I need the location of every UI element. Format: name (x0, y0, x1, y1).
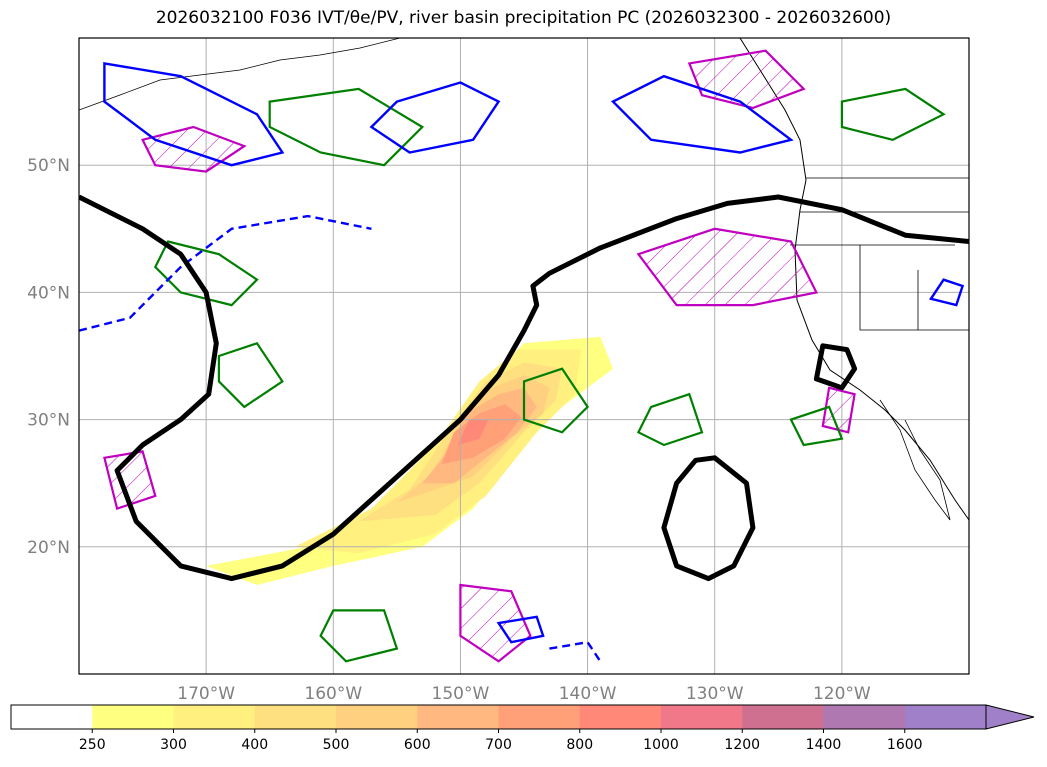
precip-hatch-4 (103, 450, 157, 511)
baja-coast (879, 399, 951, 521)
theta-e-west-1 (153, 240, 259, 307)
ivt-line-south (496, 615, 545, 644)
pv-west-trough (79, 194, 969, 582)
lon-tick-label: 160°W (304, 684, 362, 704)
colorbar-label: 1600 (887, 737, 923, 753)
colorbar-label: 1200 (724, 737, 760, 753)
lon-tick-label: 120°W (813, 684, 871, 704)
state-borders (790, 177, 969, 331)
colorbar-segment (11, 705, 93, 729)
coastline-alaska (79, 38, 401, 111)
colorbar-label: 1000 (643, 737, 679, 753)
lon-tick-label: 140°W (559, 684, 617, 704)
theta-e-north (268, 87, 425, 167)
ivt-plume-800 (457, 419, 489, 445)
chart-title: 2026032100 F036 IVT/θe/PV, river basin p… (155, 8, 892, 28)
colorbar-segment (823, 705, 906, 729)
colorbar-segment (173, 705, 256, 729)
ivt-line-east (928, 278, 965, 307)
lon-tick-label: 130°W (686, 684, 744, 704)
precip-hatch-6 (821, 386, 856, 434)
colorbar-label: 800 (566, 737, 593, 753)
colorbar-label: 300 (160, 737, 187, 753)
colorbar-segment (92, 705, 174, 729)
lat-tick-label: 50°N (27, 156, 70, 176)
colorbar-segment (904, 705, 987, 729)
pv-coastal-low (813, 343, 858, 391)
lon-tick-label: 170°W (177, 684, 235, 704)
lat-tick-label: 20°N (27, 538, 70, 558)
pv-cutoff-low (661, 455, 756, 582)
colorbar-segment (661, 705, 743, 729)
theta-e-south (319, 609, 399, 663)
colorbar-label: 700 (485, 737, 512, 753)
colorbar-label: 600 (404, 737, 431, 753)
ivt-line-ne (610, 74, 794, 154)
ivt-dashed-west (79, 214, 372, 332)
ivt-line-nw (103, 61, 285, 167)
ivt-line-north (369, 81, 501, 154)
colorbar-label: 400 (241, 737, 268, 753)
colorbar-segment (498, 705, 581, 729)
lat-tick-label: 30°N (27, 411, 70, 431)
colorbar-segment (742, 705, 824, 729)
theta-e-ne (840, 87, 946, 141)
colorbar-extend-arrow (985, 704, 1035, 730)
colorbar-segment (579, 705, 662, 729)
theta-e-east (636, 392, 704, 447)
colorbar-segment (254, 705, 337, 729)
colorbar-segment (336, 705, 418, 729)
plot-frame (78, 37, 970, 675)
ivt-dashed-south (549, 640, 602, 662)
theta-e-west-2 (217, 341, 284, 409)
colorbar-label: 500 (323, 737, 350, 753)
theta-e-center (522, 367, 590, 434)
lat-tick-label: 40°N (27, 283, 70, 303)
precip-hatch-2 (636, 227, 819, 307)
lon-tick-label: 150°W (432, 684, 490, 704)
colorbar-label: 1400 (806, 737, 842, 753)
theta-e-cal (789, 405, 844, 447)
colorbar-segment (417, 705, 499, 729)
colorbar-label: 250 (79, 737, 106, 753)
